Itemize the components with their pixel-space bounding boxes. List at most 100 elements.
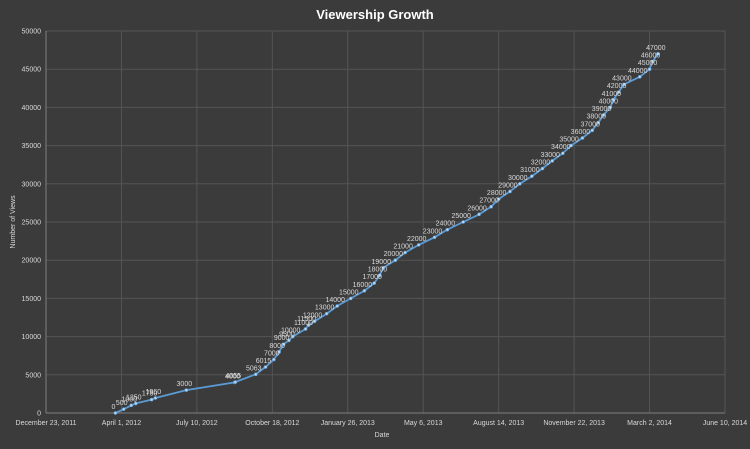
data-point: [324, 311, 329, 316]
data-point: [362, 288, 367, 293]
data-label: 41000: [602, 91, 622, 98]
data-label: 1000: [121, 396, 137, 403]
x-tick-label: April 1, 2012: [102, 420, 141, 427]
y-tick-label: 20000: [22, 258, 42, 265]
data-label: 20000: [384, 251, 404, 258]
data-point: [372, 281, 376, 285]
data-point: [508, 189, 512, 194]
data-point: [461, 220, 466, 224]
data-point: [517, 182, 522, 186]
data-point: [335, 304, 340, 308]
data-point: [601, 113, 606, 117]
x-tick-label: December 23, 2011: [16, 420, 77, 427]
x-axis-title: Date: [375, 432, 390, 439]
data-label: 31000: [520, 167, 540, 174]
y-tick-label: 30000: [22, 181, 42, 188]
y-tick-label: 35000: [22, 143, 42, 150]
y-tick-label: 15000: [22, 296, 42, 303]
data-label: 11000: [294, 320, 313, 327]
x-tick-label: March 2, 2014: [627, 420, 672, 427]
data-label: 43000: [612, 75, 632, 82]
data-point: [496, 197, 501, 201]
data-label: 39000: [592, 106, 612, 113]
data-point: [113, 411, 118, 415]
data-label: 5063: [246, 365, 262, 372]
data-label: 47000: [646, 45, 666, 52]
data-label: 30000: [508, 175, 528, 182]
data-point: [287, 338, 291, 343]
series: [113, 52, 660, 415]
data-point: [149, 397, 154, 402]
data-label: 42000: [607, 83, 627, 90]
data-point: [569, 143, 573, 148]
data-point: [348, 296, 353, 301]
data-point: [290, 334, 295, 339]
data-point: [393, 258, 398, 263]
tick-labels: 0500010000150002000025000300003500040000…: [16, 29, 748, 428]
data-label: 18000: [368, 266, 388, 273]
data-label: 12000: [303, 312, 323, 319]
data-point: [233, 380, 238, 384]
data-label: 34000: [551, 144, 571, 151]
data-label: 46000: [641, 53, 661, 60]
data-point: [637, 75, 642, 79]
data-point: [647, 67, 652, 71]
data-label: 11500: [297, 316, 316, 323]
data-point: [432, 235, 437, 240]
data-point: [281, 342, 286, 347]
x-tick-label: May 6, 2013: [404, 420, 443, 427]
data-label: 0: [111, 404, 115, 411]
data-label: 500: [116, 400, 128, 407]
data-point: [416, 243, 421, 247]
data-point: [550, 159, 555, 163]
data-label: 26000: [467, 205, 487, 212]
data-point: [306, 323, 311, 327]
data-point: [377, 273, 382, 278]
data-point: [303, 327, 308, 331]
data-label: 33000: [540, 152, 560, 159]
data-point: [121, 407, 126, 411]
data-point: [650, 59, 655, 64]
data-label: 35000: [559, 137, 579, 144]
x-tick-label: November 22, 2013: [543, 420, 605, 427]
data-label: 27000: [479, 198, 499, 205]
y-tick-label: 10000: [22, 334, 42, 341]
data-point: [622, 82, 626, 87]
chart-title: Viewership Growth: [316, 7, 434, 22]
data-label: 44000: [628, 68, 648, 75]
x-tick-label: July 10, 2012: [176, 420, 218, 427]
data-label: 29000: [498, 182, 518, 189]
data-label: 9000: [274, 335, 290, 342]
data-point: [656, 52, 660, 56]
data-point: [580, 136, 585, 140]
data-point: [253, 372, 258, 377]
data-label: 45000: [638, 60, 658, 67]
data-point: [272, 357, 276, 362]
y-tick-label: 45000: [22, 67, 42, 74]
x-tick-label: August 14, 2013: [473, 420, 524, 427]
data-label: 1250: [126, 394, 142, 401]
data-point: [133, 401, 138, 406]
data-label: 6015: [256, 358, 272, 365]
data-label: 14000: [325, 297, 345, 304]
axes: [45, 31, 725, 414]
data-point: [611, 97, 616, 102]
x-tick-label: October 18, 2012: [245, 420, 299, 427]
y-tick-label: 0: [37, 411, 41, 418]
data-label: 1960: [146, 389, 162, 396]
data-label: 22000: [407, 236, 427, 243]
data-label: 8000: [269, 343, 285, 350]
y-tick-label: 25000: [22, 220, 42, 227]
data-point: [616, 90, 621, 94]
data-label: 23000: [423, 228, 443, 235]
data-label: 25000: [451, 213, 471, 220]
data-label: 21000: [393, 244, 413, 251]
data-label: 37000: [580, 121, 600, 128]
data-point: [530, 174, 534, 178]
data-label: 9500: [279, 331, 295, 338]
data-label: 38000: [587, 114, 607, 121]
gridlines: [46, 30, 726, 413]
data-label: 17000: [362, 274, 382, 281]
